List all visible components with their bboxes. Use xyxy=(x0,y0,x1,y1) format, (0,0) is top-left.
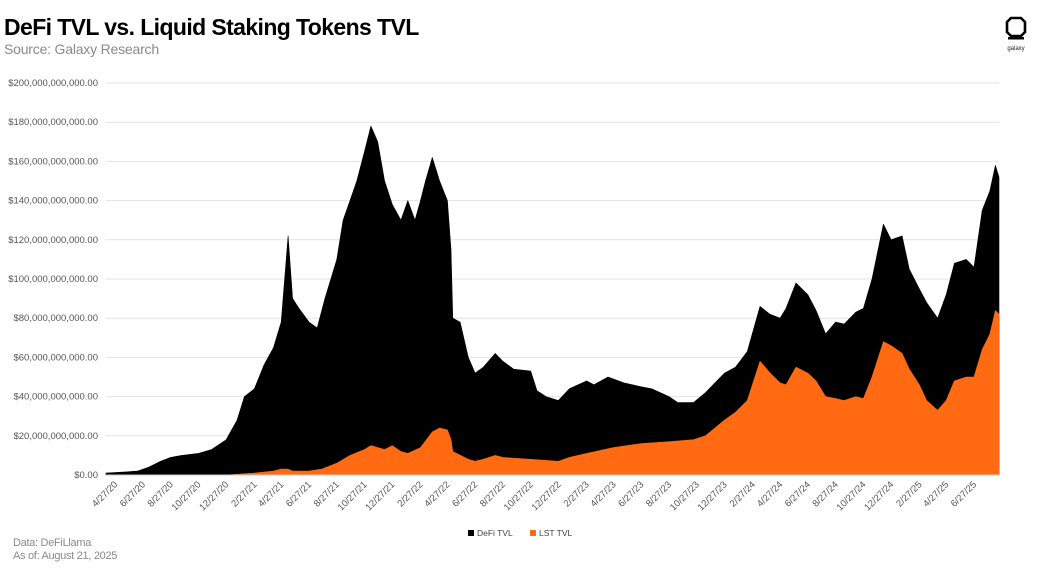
x-tick-label: 6/27/24 xyxy=(783,479,813,509)
x-tick-label: 2/27/23 xyxy=(562,479,592,509)
x-tick-label: 4/27/25 xyxy=(921,479,951,509)
x-tick-label: 2/27/21 xyxy=(229,479,259,509)
chart-title: DeFi TVL vs. Liquid Staking Tokens TVL xyxy=(4,14,419,40)
y-tick-label: $160,000,000,000.00 xyxy=(8,156,98,167)
x-tick-label: 10/27/24 xyxy=(835,479,869,513)
y-tick-label: $0.00 xyxy=(74,470,98,481)
y-tick-label: $180,000,000,000.00 xyxy=(8,117,98,128)
legend-label: DeFi TVL xyxy=(477,528,513,538)
y-tick-label: $60,000,000,000.00 xyxy=(13,352,98,363)
y-tick-label: $200,000,000,000.00 xyxy=(8,78,98,89)
x-tick-label: 4/27/20 xyxy=(90,479,120,509)
chart-areas xyxy=(105,125,1000,476)
legend: DeFi TVL LST TVL xyxy=(468,528,573,538)
galaxy-logo-text: galaxy xyxy=(1007,46,1025,52)
galaxy-logo: galaxy xyxy=(1003,16,1029,52)
x-tick-label: 6/27/22 xyxy=(450,479,480,509)
chart-subtitle: Source: Galaxy Research xyxy=(4,41,159,57)
x-tick-label: 4/27/22 xyxy=(422,479,452,509)
x-tick-label: 2/27/25 xyxy=(894,479,924,509)
x-tick-label: 10/27/23 xyxy=(668,479,702,513)
x-tick-label: 10/27/20 xyxy=(170,479,204,513)
x-tick-label: 10/27/21 xyxy=(336,479,370,513)
legend-swatch xyxy=(468,530,474,536)
galaxy-logo-icon xyxy=(1005,16,1027,40)
x-tick-label: 12/27/21 xyxy=(363,479,397,513)
x-tick-label: 2/27/24 xyxy=(728,479,758,509)
x-tick-label: 4/27/21 xyxy=(256,479,286,509)
y-tick-label: $80,000,000,000.00 xyxy=(13,313,98,324)
x-tick-label: 12/27/23 xyxy=(696,479,730,513)
y-tick-label: $20,000,000,000.00 xyxy=(13,431,98,442)
legend-label: LST TVL xyxy=(539,528,573,538)
y-tick-label: $100,000,000,000.00 xyxy=(8,274,98,285)
x-tick-label: 10/27/22 xyxy=(502,479,536,513)
legend-swatch xyxy=(530,530,536,536)
x-axis-ticks: 4/27/206/27/208/27/2010/27/2012/27/202/2… xyxy=(90,479,979,513)
y-tick-label: $40,000,000,000.00 xyxy=(13,392,98,403)
footer-as-of: As of: August 21, 2025 xyxy=(13,550,118,562)
y-tick-label: $120,000,000,000.00 xyxy=(8,235,98,246)
y-tick-label: $140,000,000,000.00 xyxy=(8,196,98,207)
x-tick-label: 12/27/20 xyxy=(197,479,231,513)
x-tick-label: 6/27/25 xyxy=(949,479,979,509)
x-tick-label: 2/27/22 xyxy=(395,479,425,509)
x-tick-label: 6/27/21 xyxy=(284,479,314,509)
x-tick-label: 4/27/23 xyxy=(588,479,618,509)
y-axis-ticks: $0.00 $20,000,000,000.00 $40,000,000,000.0… xyxy=(8,78,98,481)
x-tick-label: 4/27/24 xyxy=(755,479,785,509)
x-tick-label: 12/27/22 xyxy=(530,479,564,513)
x-tick-label: 12/27/24 xyxy=(862,479,896,513)
x-tick-label: 6/27/20 xyxy=(118,479,148,509)
x-tick-label: 6/27/23 xyxy=(616,479,646,509)
series-area-lst-tvl xyxy=(105,310,1000,476)
footer-data-source: Data: DeFiLlama xyxy=(13,537,92,549)
